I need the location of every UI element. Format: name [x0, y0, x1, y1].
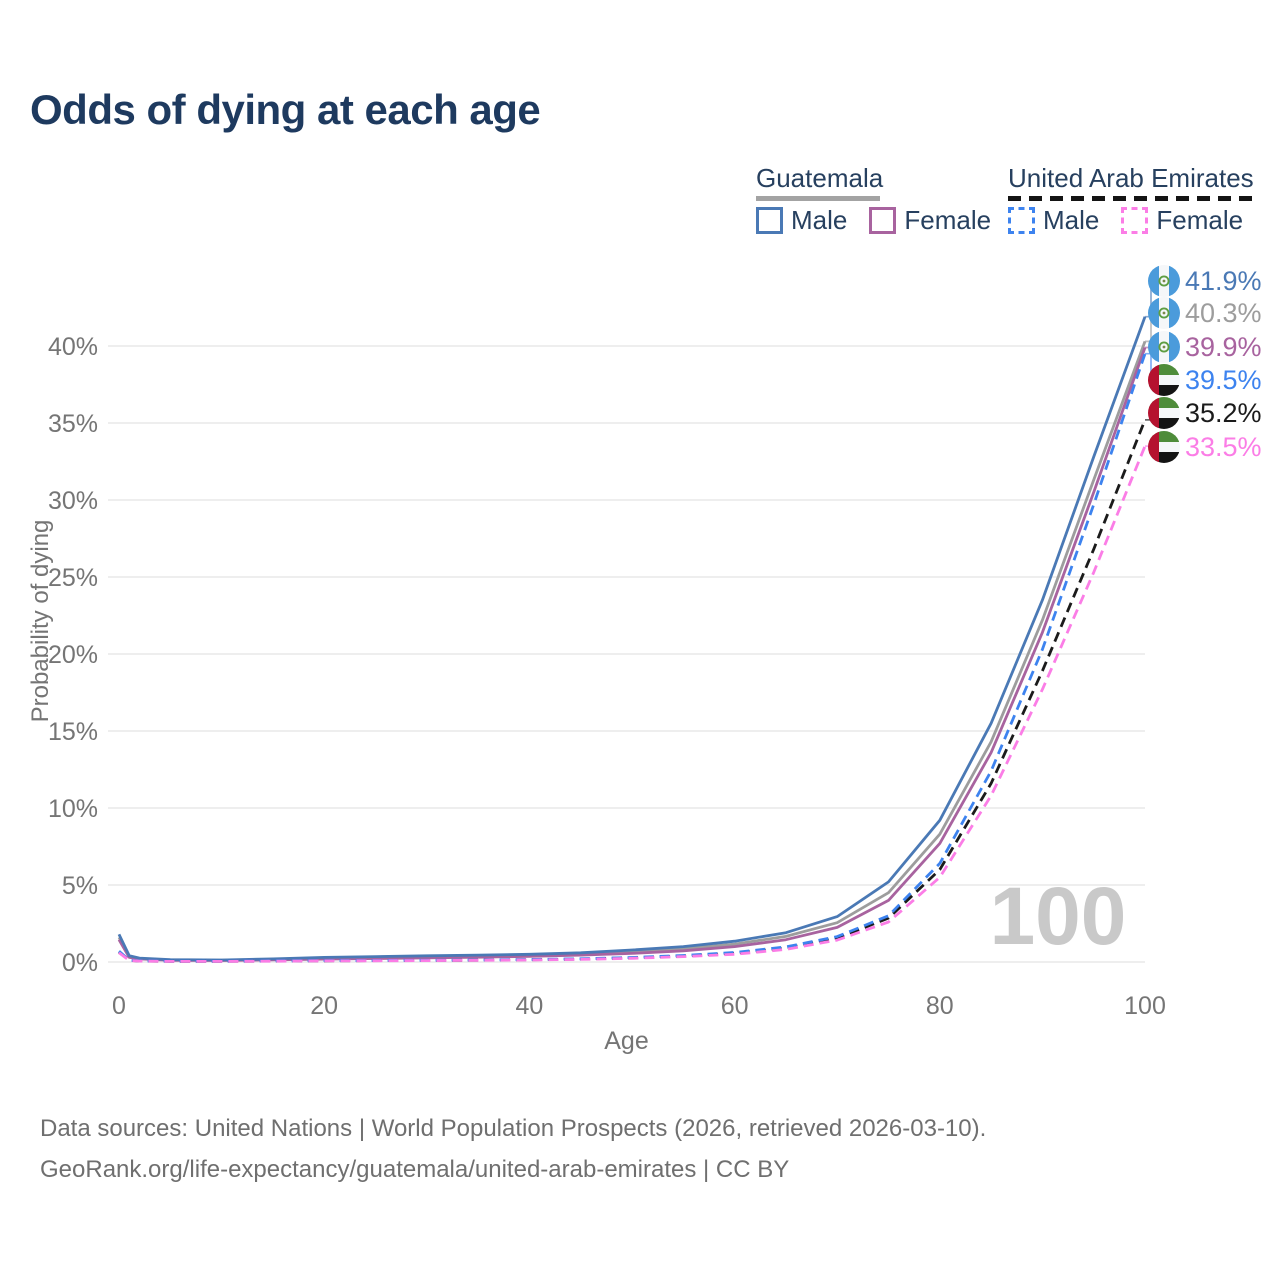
y-tick-label: 25%	[48, 564, 98, 592]
x-axis-title: Age	[604, 1027, 648, 1055]
y-tick-label: 35%	[48, 410, 98, 438]
legend-label-uae-female: Female	[1156, 205, 1244, 235]
end-label-value: 39.9%	[1185, 331, 1262, 362]
legend-checkbox-guatemala-female[interactable]	[869, 207, 897, 234]
page-title: Odds of dying at each age	[30, 86, 541, 133]
legend-checkbox-uae-male[interactable]	[1008, 207, 1035, 234]
end-label-uae-both: 35.2%	[1148, 397, 1262, 429]
x-tick-label: 20	[310, 992, 338, 1020]
legend-country-uae: United Arab Emirates	[1008, 163, 1254, 193]
line-guatemala-both-sexes[interactable]	[117, 340, 1147, 962]
guatemala-flag-icon	[1148, 297, 1180, 329]
x-tick-label: 80	[926, 992, 954, 1020]
y-tick-label: 10%	[48, 795, 98, 823]
uae-flag-icon	[1148, 364, 1180, 396]
end-label-value: 41.9%	[1185, 265, 1262, 296]
legend-item-guatemala-female[interactable]: Female	[869, 205, 991, 236]
legend-group-guatemala: Guatemala Male Female	[756, 163, 991, 235]
end-label-guatemala-male: 41.9%	[1148, 265, 1262, 297]
footer-data-sources: Data sources: United Nations | World Pop…	[40, 1115, 987, 1142]
y-axis-title: Probability of dying	[27, 520, 54, 723]
legend-checkbox-uae-female[interactable]	[1121, 207, 1149, 234]
y-tick-label: 30%	[48, 487, 98, 515]
y-tick-label: 5%	[62, 872, 98, 900]
footer: Data sources: United Nations | World Pop…	[40, 1108, 986, 1190]
x-tick-label: 60	[721, 992, 749, 1020]
end-label-guatemala-both: 40.3%	[1148, 297, 1262, 329]
y-tick-label: 20%	[48, 641, 98, 669]
end-label-value: 40.3%	[1185, 297, 1262, 328]
end-label-uae-male: 39.5%	[1148, 364, 1262, 396]
guatemala-line-swatch	[756, 196, 880, 201]
age-counter-watermark: 100	[990, 871, 1127, 962]
legend-group-uae: United Arab Emirates Male Female	[1008, 163, 1256, 235]
legend-item-guatemala-male[interactable]: Male	[756, 205, 847, 236]
guatemala-flag-icon	[1148, 265, 1180, 297]
end-label-guatemala-female: 39.9%	[1148, 331, 1262, 363]
x-tick-label: 100	[1124, 992, 1166, 1020]
end-label-uae-female: 33.5%	[1148, 431, 1262, 463]
y-tick-label: 15%	[48, 718, 98, 746]
legend-country-guatemala: Guatemala	[756, 163, 884, 193]
legend-label-uae-male: Male	[1043, 205, 1100, 235]
y-tick-label: 40%	[48, 333, 98, 361]
y-tick-label: 0%	[62, 949, 98, 977]
footer-attribution-link[interactable]: GeoRank.org/life-expectancy/guatemala/un…	[40, 1156, 790, 1183]
x-tick-label: 40	[515, 992, 543, 1020]
legend-item-uae-female[interactable]: Female	[1121, 205, 1243, 236]
uae-line-swatch	[1008, 196, 1256, 201]
legend-label-guatemala-female: Female	[904, 205, 992, 235]
end-label-value: 35.2%	[1185, 397, 1262, 428]
line-united-arab-emirates-female[interactable]	[118, 445, 1147, 963]
uae-flag-icon	[1148, 431, 1180, 463]
end-label-value: 39.5%	[1185, 364, 1262, 395]
line-guatemala-male[interactable]	[117, 316, 1147, 962]
end-label-value: 33.5%	[1185, 431, 1262, 462]
uae-flag-icon	[1148, 397, 1180, 429]
x-tick-label: 0	[112, 992, 126, 1020]
guatemala-flag-icon	[1148, 331, 1180, 363]
legend-checkbox-guatemala-male[interactable]	[756, 207, 783, 234]
legend-item-uae-male[interactable]: Male	[1008, 205, 1099, 236]
legend-label-guatemala-male: Male	[791, 205, 848, 235]
